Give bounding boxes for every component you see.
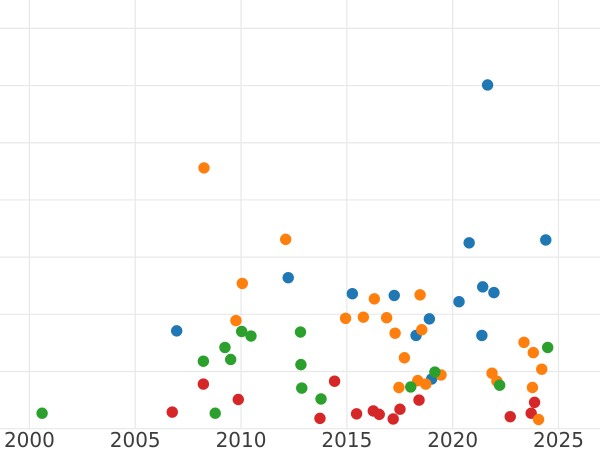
data-point xyxy=(295,358,307,371)
data-point xyxy=(197,378,210,390)
data-point xyxy=(398,352,411,364)
data-point xyxy=(477,281,489,293)
data-point xyxy=(532,413,545,426)
data-point xyxy=(476,329,488,342)
data-point xyxy=(166,406,178,418)
data-point xyxy=(380,312,393,324)
x-tick-label: 2015 xyxy=(321,428,372,450)
data-point xyxy=(389,327,401,339)
data-point xyxy=(413,394,425,406)
data-point xyxy=(527,346,539,359)
data-point xyxy=(339,312,352,324)
data-point xyxy=(368,293,381,305)
x-tick-label: 2025 xyxy=(533,428,584,450)
data-point xyxy=(528,396,541,409)
data-point xyxy=(526,381,539,394)
data-point xyxy=(541,341,554,354)
data-point xyxy=(282,271,294,284)
x-tick-label: 2020 xyxy=(427,428,478,450)
data-point xyxy=(540,234,552,246)
data-point xyxy=(209,407,221,419)
data-point xyxy=(429,366,441,378)
data-point xyxy=(518,336,530,349)
data-point xyxy=(405,381,417,393)
data-point xyxy=(504,410,516,423)
data-point xyxy=(536,363,548,375)
data-point xyxy=(235,325,248,338)
data-point xyxy=(224,353,237,366)
data-point xyxy=(394,403,406,415)
data-point xyxy=(245,330,257,342)
data-point xyxy=(294,326,307,338)
data-point xyxy=(414,289,426,301)
x-tick-label: 2010 xyxy=(216,428,267,450)
data-point xyxy=(481,79,494,91)
data-point xyxy=(279,233,292,246)
data-point xyxy=(453,296,465,308)
data-point xyxy=(493,379,506,391)
data-point xyxy=(525,407,537,419)
data-point xyxy=(230,314,242,327)
data-point xyxy=(387,413,399,425)
data-point xyxy=(416,324,428,336)
x-tick-label: 2005 xyxy=(110,428,161,450)
data-point xyxy=(373,408,385,421)
data-point xyxy=(236,277,248,290)
data-point xyxy=(388,289,400,302)
x-tick-label: 2000 xyxy=(4,428,55,450)
data-point xyxy=(346,288,359,300)
data-point xyxy=(36,407,48,419)
data-point xyxy=(198,162,210,174)
data-point xyxy=(232,393,244,406)
data-point xyxy=(420,378,432,390)
data-point xyxy=(488,286,500,299)
data-point xyxy=(350,408,363,420)
data-point xyxy=(393,381,405,394)
data-point xyxy=(357,311,370,323)
data-point xyxy=(463,237,475,249)
data-point xyxy=(328,375,341,387)
data-point xyxy=(314,412,326,425)
data-point xyxy=(197,355,210,367)
data-point xyxy=(219,341,231,354)
data-point xyxy=(315,393,327,405)
data-point xyxy=(296,382,308,394)
data-point xyxy=(170,325,183,337)
data-point xyxy=(423,313,436,325)
